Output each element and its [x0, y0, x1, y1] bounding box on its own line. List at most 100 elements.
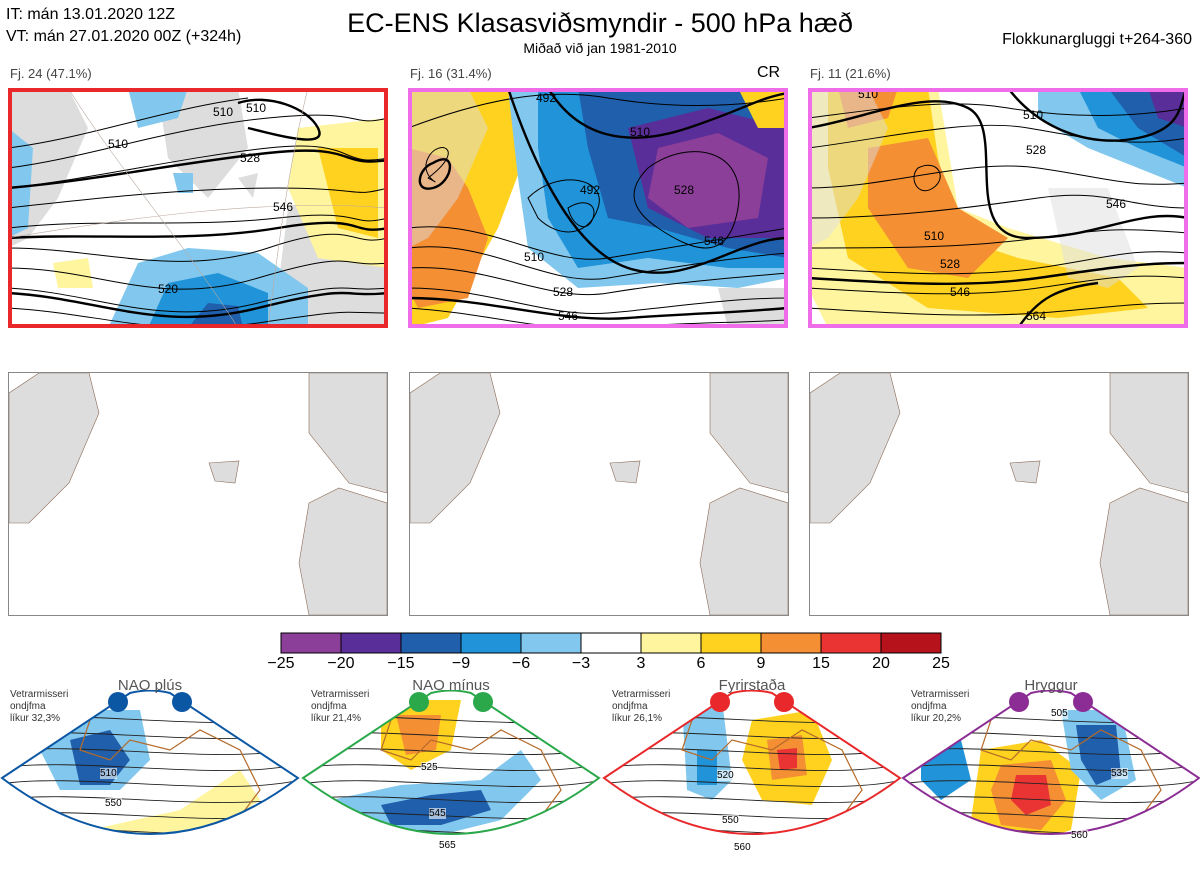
colorbar-tick-label: 25: [932, 655, 950, 672]
regime-note-line: Vetrarmisseri: [612, 689, 671, 700]
cluster-2-contour-label: 510: [630, 125, 650, 139]
colorbar-swatch: [520, 632, 582, 654]
empty-map-2: [409, 372, 789, 616]
regime-contour-label: 560: [1071, 830, 1088, 841]
colorbar-tick-label: −25: [267, 655, 295, 672]
regime-note-line: líkur 20,2%: [911, 713, 962, 724]
colorbar-swatch: [820, 632, 882, 654]
colorbar-tick-label: 9: [756, 655, 766, 672]
regime-note-line: ondjfma: [10, 701, 46, 712]
cluster-3-contour-label: 564: [1026, 309, 1046, 323]
cluster-1-label: Fj. 24 (47.1%): [10, 66, 92, 81]
regime-probability-note: Vetrarmisseri ondjfma líkur 21,4%: [311, 689, 369, 725]
cluster-1-map: 510 510 528 546 510 520: [8, 88, 388, 328]
regime-contour-label: 505: [1051, 708, 1068, 719]
regime-title: NAO plús: [117, 677, 183, 694]
regime-title: Hryggur: [1024, 677, 1078, 694]
cluster-1-contour-label: 510: [246, 101, 266, 115]
regime-outline: [301, 689, 601, 835]
colorbar-tick-label: −6: [511, 655, 531, 672]
regime-anomaly-shade: [1011, 775, 1051, 815]
cluster-2-contour-label: 510: [524, 250, 544, 264]
cluster-2-border: [408, 88, 788, 328]
regime-marker-dot: [710, 692, 730, 712]
regime-note-line: líkur 21,4%: [311, 713, 362, 724]
regime-1-map: [0, 689, 300, 871]
colorbar-tick-label: −20: [327, 655, 355, 672]
colorbar-swatch: [700, 632, 762, 654]
init-time: IT: mán 13.01.2020 12Z: [6, 6, 175, 23]
cluster-3-contour-label: 546: [1106, 197, 1126, 211]
cluster-3-contour-label: 546: [950, 285, 970, 299]
cluster-2-contour-label: 528: [674, 183, 694, 197]
cluster-1-contour-label: 546: [273, 200, 293, 214]
colorbar-swatch: [340, 632, 402, 654]
header-times: IT: mán 13.01.2020 12Z VT: mán 27.01.202…: [6, 4, 241, 48]
regime-note-line: ondjfma: [311, 701, 347, 712]
regime-marker-dot: [774, 692, 794, 712]
cluster-3-label: Fj. 11 (21.6%): [810, 66, 891, 81]
regime-note-line: líkur 26,1%: [612, 713, 663, 724]
regime-marker-dot: [1073, 692, 1093, 712]
regime-marker-dot: [409, 692, 429, 712]
colorbar-swatch: [880, 632, 942, 654]
regime-probability-note: Vetrarmisseri ondjfma líkur 32,3%: [10, 689, 68, 725]
colorbar-tick-label: −15: [387, 655, 415, 672]
regime-anomaly-shade: [381, 790, 491, 825]
regime-4-map: [901, 689, 1200, 871]
empty-map-1: [8, 372, 388, 616]
cluster-3-contour-label: 528: [1026, 143, 1046, 157]
cluster-2-contour-label: 492: [580, 183, 600, 197]
colorbar-tick-label: 15: [812, 655, 830, 672]
colorbar-tick-label: 20: [872, 655, 890, 672]
regime-contour-label: 550: [722, 815, 739, 826]
regime-3-map: [602, 689, 902, 871]
cluster-2-map: 492 510 528 546 492 510 528 546: [408, 88, 788, 328]
regime-contour-label: 550: [105, 798, 122, 809]
regime-anomaly-shade: [20, 770, 260, 834]
cluster-3-contour-label: 510: [1023, 108, 1043, 122]
regime-probability-note: Vetrarmisseri ondjfma líkur 26,1%: [612, 689, 670, 725]
cluster-3-contour-label: 510: [924, 229, 944, 243]
colorbar-tick-label: −3: [571, 655, 591, 672]
colorbar-swatch: [580, 632, 642, 654]
colorbar-swatch: [760, 632, 822, 654]
cluster-3-map: 510 510 528 546 510 528 546 564: [808, 88, 1188, 328]
regime-outline: [0, 689, 300, 835]
regime-contour-label: 560: [734, 842, 751, 853]
colorbar-swatch: [460, 632, 522, 654]
regime-contour-label: 565: [439, 840, 456, 851]
cluster-1-contour-label: 520: [158, 282, 178, 296]
colorbar-swatch: [640, 632, 702, 654]
regime-contour-label: 510: [100, 768, 117, 779]
regime-note-line: ondjfma: [911, 701, 947, 712]
colorbar-swatch: [400, 632, 462, 654]
cluster-2-contour-label: 492: [536, 91, 556, 105]
cluster-3-contour-label: 528: [940, 257, 960, 271]
cluster-2-contour-label: 546: [558, 309, 578, 323]
regime-note-line: Vetrarmisseri: [911, 689, 970, 700]
cluster-2-contour-label: 546: [704, 234, 724, 248]
regime-marker-dot: [1009, 692, 1029, 712]
regime-note-line: Vetrarmisseri: [10, 689, 69, 700]
regime-outline: [602, 689, 902, 835]
classification-window: Flokkunargluggi t+264-360: [1002, 31, 1192, 48]
regime-contour-label: 545: [429, 808, 446, 819]
regime-anomaly-shade: [1011, 855, 1041, 865]
regime-contour-label: 535: [1111, 768, 1128, 779]
colorbar: [280, 632, 942, 654]
colorbar-tick-label: −9: [451, 655, 471, 672]
cluster-1-border: [8, 88, 388, 328]
regime-marker-dot: [108, 692, 128, 712]
cluster-2-label: Fj. 16 (31.4%): [410, 66, 492, 81]
regime-marker-dot: [473, 692, 493, 712]
cluster-1-contour-label: 510: [213, 105, 233, 119]
regime-contour-label: 520: [717, 770, 734, 781]
cluster-2-cr-tag: CR: [757, 64, 781, 81]
regime-title: Fyrirstaða: [718, 677, 786, 694]
regime-probability-note: Vetrarmisseri ondjfma líkur 20,2%: [911, 689, 969, 725]
cluster-3-border: [808, 88, 1188, 328]
regime-note-line: Vetrarmisseri: [311, 689, 370, 700]
page-title: EC-ENS Klasasviðsmyndir - 500 hPa hæð: [347, 8, 853, 38]
cluster-1-contour-label: 510: [108, 137, 128, 151]
